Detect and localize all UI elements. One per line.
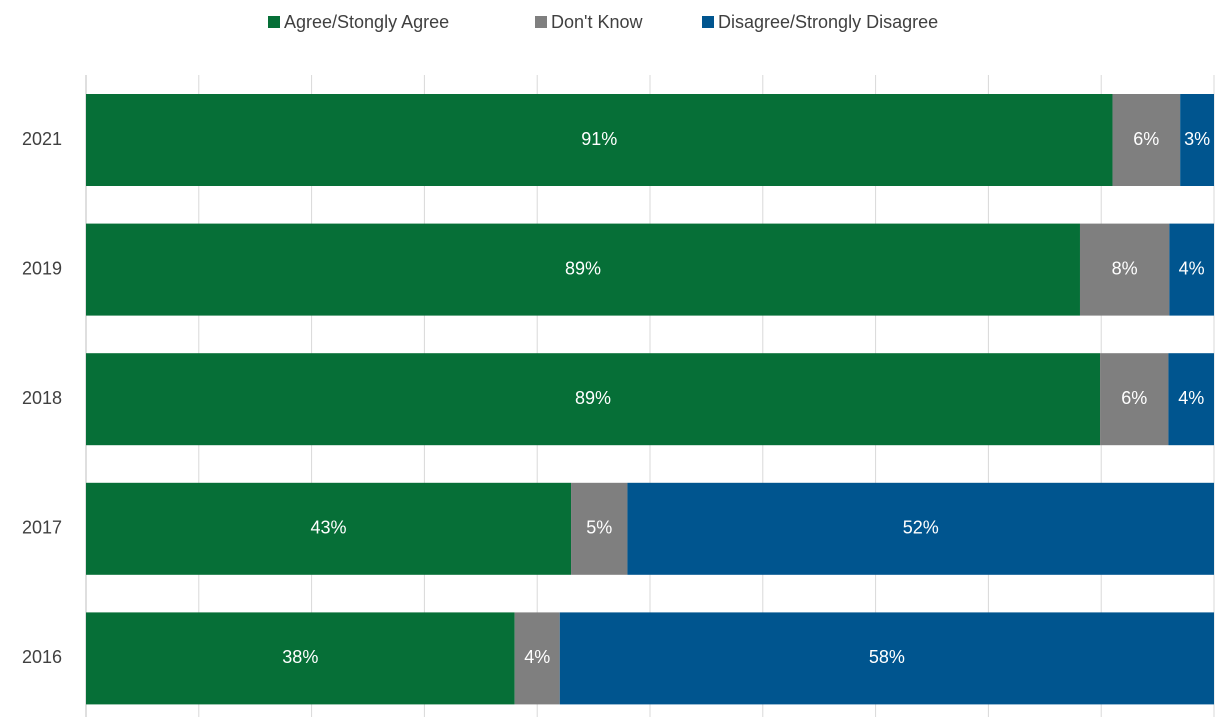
data-label: 89%: [565, 258, 601, 278]
bar-segment: [1168, 353, 1214, 446]
y-tick-label: 2019: [22, 258, 62, 278]
bar-segment: [571, 482, 628, 575]
data-label: 5%: [586, 518, 612, 538]
y-tick-label: 2016: [22, 647, 62, 667]
bar-segment: [514, 612, 560, 705]
bar-segment: [86, 612, 515, 705]
legend-label: Don't Know: [551, 12, 643, 32]
data-label: 89%: [575, 388, 611, 408]
bar-segment: [1079, 223, 1170, 316]
data-label: 6%: [1121, 388, 1147, 408]
data-label: 6%: [1133, 129, 1159, 149]
bar-segment: [86, 94, 1113, 186]
data-label: 8%: [1112, 258, 1138, 278]
bar-segment: [1112, 94, 1181, 186]
data-label: 3%: [1184, 129, 1210, 149]
legend-label: Disagree/Strongly Disagree: [718, 12, 938, 32]
bar-segment: [86, 223, 1080, 316]
bar-segment: [86, 353, 1101, 446]
data-label: 58%: [869, 647, 905, 667]
data-label: 4%: [1179, 258, 1205, 278]
y-tick-label: 2017: [22, 518, 62, 538]
y-tick-label: 2021: [22, 129, 62, 149]
y-tick-label: 2018: [22, 388, 62, 408]
legend-swatch: [535, 16, 547, 28]
legend-swatch: [268, 16, 280, 28]
bar-segment: [86, 482, 572, 575]
legend-label: Agree/Stongly Agree: [284, 12, 449, 32]
data-label: 43%: [311, 518, 347, 538]
data-label: 38%: [282, 647, 318, 667]
data-label: 91%: [581, 129, 617, 149]
data-label: 4%: [524, 647, 550, 667]
data-label: 52%: [903, 518, 939, 538]
legend-swatch: [702, 16, 714, 28]
bar-segment: [559, 612, 1214, 705]
data-label: 4%: [1178, 388, 1204, 408]
bar-segment: [1169, 223, 1214, 316]
bar-segment: [627, 482, 1214, 575]
bar-segment: [1100, 353, 1169, 446]
bar-segment: [1180, 94, 1214, 186]
